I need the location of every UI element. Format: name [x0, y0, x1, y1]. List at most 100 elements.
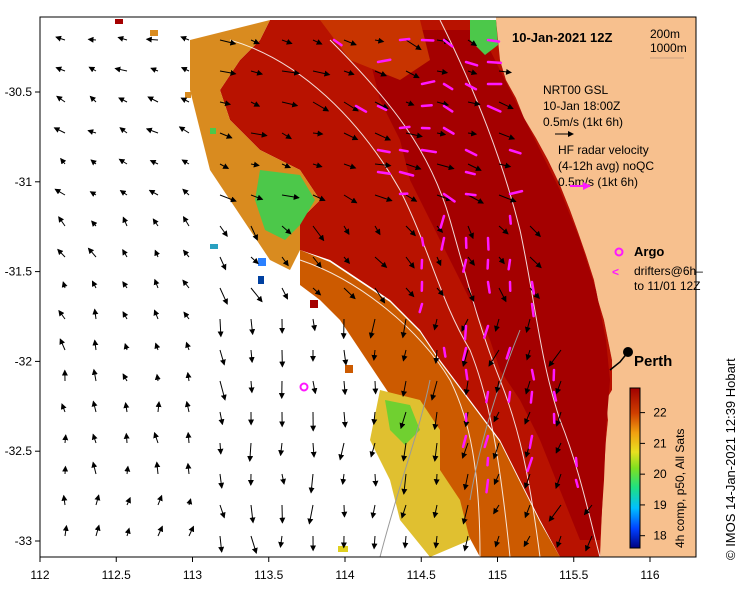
- model-vector: [248, 380, 255, 394]
- colorbar-label: 4h comp, p50, All Sats: [673, 429, 687, 548]
- model-vector: [87, 36, 97, 43]
- model-vector: [281, 69, 301, 76]
- model-vector: [154, 249, 160, 258]
- model-vector: [180, 35, 190, 42]
- model-vector: [467, 194, 484, 204]
- model-vector: [184, 400, 191, 413]
- model-vector: [584, 535, 593, 552]
- model-vector: [122, 281, 129, 289]
- hf-vector: [486, 280, 491, 294]
- model-vector: [467, 39, 478, 46]
- model-vector: [405, 39, 422, 51]
- model-vector: [281, 39, 293, 45]
- hf-vector: [483, 434, 490, 449]
- model-vector: [250, 194, 264, 201]
- argo-float-marker[interactable]: [299, 382, 309, 392]
- x-tick-label: 115: [488, 568, 507, 582]
- model-vector: [494, 535, 500, 548]
- model-vector: [492, 442, 500, 460]
- model-vector: [91, 220, 98, 227]
- model-vector: [219, 69, 237, 76]
- model-vector: [405, 256, 415, 269]
- model-vector: [178, 126, 190, 134]
- model-vector: [433, 473, 440, 486]
- cloud-pixel: [258, 258, 266, 266]
- model-vector: [436, 225, 444, 233]
- model-vector: [90, 159, 97, 166]
- model-vector: [219, 349, 226, 366]
- model-vector: [400, 504, 407, 519]
- model-vector: [436, 100, 450, 107]
- hf-vector: [508, 148, 522, 155]
- hf-radar-vectors: [332, 37, 580, 494]
- model-vector: [91, 400, 98, 413]
- model-vector: [180, 67, 190, 73]
- model-vector: [343, 225, 350, 236]
- model-vector: [94, 524, 101, 537]
- model-vector: [281, 287, 288, 300]
- model-vector: [548, 349, 562, 367]
- colorbar: [629, 387, 641, 549]
- hf-vector: [332, 38, 343, 47]
- model-vector: [555, 411, 562, 427]
- model-vector: [91, 461, 98, 475]
- model-vector: [467, 163, 482, 171]
- model-vector: [250, 69, 264, 76]
- x-tick-label: 112.5: [102, 568, 131, 582]
- model-vector: [436, 163, 455, 171]
- model-vector: [461, 442, 469, 459]
- model-vector: [312, 70, 331, 77]
- model-vector: [118, 158, 128, 165]
- model-vector: [281, 101, 299, 108]
- model-vector: [188, 525, 195, 537]
- model-vector: [340, 473, 347, 485]
- model-vector: [461, 318, 469, 332]
- model-vector: [89, 191, 97, 197]
- model-vector: [62, 524, 69, 537]
- model-vector: [119, 127, 128, 134]
- hf-vector: [528, 434, 534, 450]
- hf-vector: [376, 104, 388, 112]
- hf-vector: [464, 148, 478, 157]
- hf-vector: [482, 324, 490, 339]
- date-title: 10-Jan-2021 12Z: [512, 30, 613, 45]
- hf-vector: [464, 60, 479, 67]
- model-vector: [488, 349, 500, 367]
- model-vector: [56, 95, 66, 103]
- hf-vector: [420, 80, 436, 86]
- model-vector: [374, 162, 392, 169]
- model-vector: [61, 281, 68, 289]
- model-vector: [153, 278, 160, 289]
- hf-vector: [440, 236, 446, 251]
- model-vector: [430, 380, 438, 401]
- model-vector: [343, 69, 355, 76]
- model-vector: [312, 162, 323, 169]
- model-vector: [401, 380, 407, 398]
- model-vector: [219, 287, 228, 305]
- y-tick-label: -32.5: [5, 444, 33, 458]
- model-vector: [185, 462, 192, 475]
- model-vector: [583, 504, 593, 516]
- model-vector: [498, 256, 505, 265]
- model-vector: [498, 287, 507, 303]
- model-vector: [524, 411, 531, 425]
- model-vector: [498, 194, 517, 203]
- model-vector: [312, 225, 325, 242]
- cloud-pixel: [210, 244, 218, 249]
- model-vector: [182, 188, 190, 196]
- hf-vector: [574, 478, 580, 489]
- model-vector: [555, 442, 562, 454]
- model-vector: [467, 69, 478, 76]
- model-vector: [185, 341, 191, 351]
- model-vector: [218, 473, 225, 489]
- model-vector: [219, 163, 230, 169]
- x-tick-label: 114: [335, 568, 354, 582]
- model-vector: [154, 373, 161, 382]
- model-vector: [281, 193, 300, 200]
- hf-vector: [442, 126, 455, 135]
- model-vector: [467, 256, 475, 266]
- model-vector: [374, 225, 381, 236]
- model-vector: [119, 190, 128, 196]
- model-vector: [498, 225, 509, 235]
